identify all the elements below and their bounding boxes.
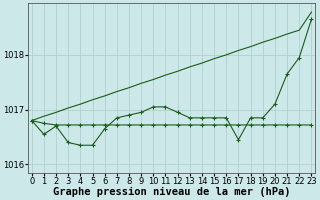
X-axis label: Graphe pression niveau de la mer (hPa): Graphe pression niveau de la mer (hPa)	[53, 187, 290, 197]
